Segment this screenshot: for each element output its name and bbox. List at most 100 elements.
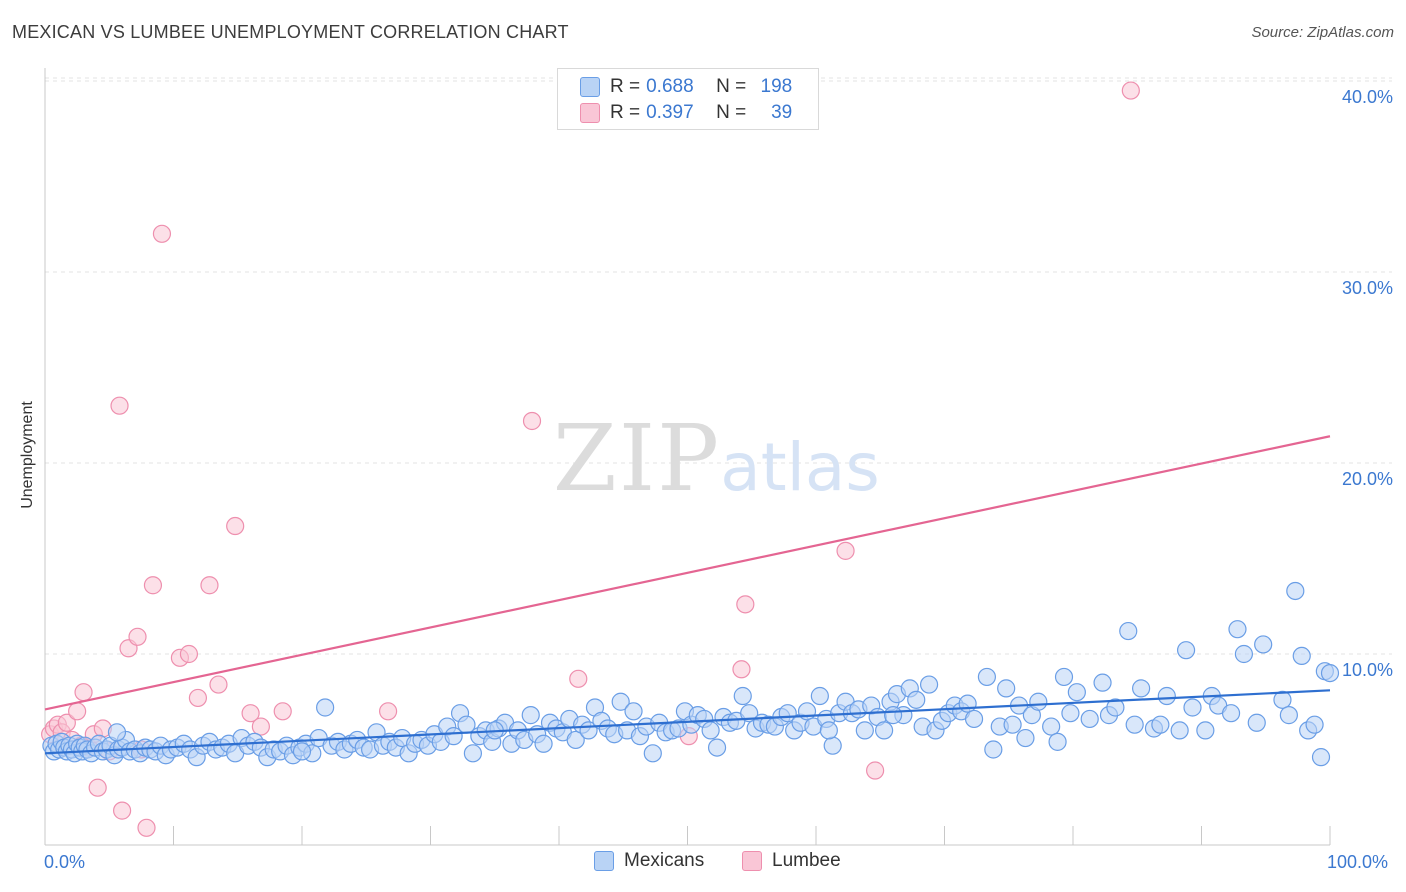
mexicans-point [292, 742, 312, 761]
mexicans-point [1048, 732, 1067, 751]
mexicans-point [1305, 715, 1324, 734]
mexicans-point [958, 694, 977, 713]
r-label: R = [610, 102, 641, 123]
legend-row-mexicans: R = 0.688 N = 198 [580, 75, 792, 99]
mexicans-point [1061, 704, 1080, 723]
lumbee-point [378, 702, 398, 721]
watermark-atlas: atlas [720, 429, 880, 506]
mexicans-point [107, 723, 127, 742]
mexicans-point [823, 736, 842, 755]
lumbee-point [57, 713, 76, 732]
mexicans-legend-label: Mexicans [624, 850, 705, 871]
mexicans-point [1273, 690, 1292, 709]
mexicans-r-value: 0.688 [646, 76, 694, 97]
lumbee-r-value: 0.397 [646, 102, 694, 123]
x-tick-min: 0.0% [44, 852, 86, 872]
mexicans-point [1157, 686, 1176, 706]
mexicans-point [1029, 692, 1048, 711]
mexicans-point [1106, 698, 1125, 717]
series-legend: Mexicans Lumbee [0, 850, 1406, 878]
mexicans-swatch [580, 77, 600, 97]
lumbee-point [836, 541, 855, 560]
lumbee-n-value: 39 [771, 102, 793, 123]
mexicans-point [1221, 704, 1241, 723]
mexicans-trend-line [44, 689, 1331, 755]
mexicans-point [740, 704, 759, 723]
mexicans-point [1292, 646, 1311, 666]
lumbee-point [112, 801, 132, 820]
mexicans-point [1042, 717, 1061, 736]
lumbee-point [128, 627, 147, 646]
mexicans-point [1183, 698, 1202, 717]
mexicans-point [1196, 721, 1215, 740]
lumbee-point [273, 702, 292, 721]
lumbee-point [68, 702, 87, 721]
mexicans-legend-swatch [594, 851, 614, 871]
mexicans-point [977, 667, 997, 687]
mexicans-point [733, 686, 752, 706]
mexicans-point [907, 690, 926, 709]
chart-title: MEXICAN VS LUMBEE UNEMPLOYMENT CORRELATI… [12, 22, 569, 42]
mexicans-point [643, 744, 662, 763]
mexicans-point [919, 675, 939, 694]
mexicans-point [1067, 683, 1086, 702]
watermark: ZIP atlas [553, 405, 880, 512]
y-tick-label: 30.0% [1341, 278, 1393, 298]
legend-item-lumbee[interactable]: Lumbee [742, 850, 841, 872]
mexicans-point [534, 734, 553, 753]
lumbee-point [866, 761, 885, 780]
mexicans-point [1151, 715, 1170, 734]
lumbee-point [188, 688, 208, 708]
n-label: N = [716, 102, 747, 123]
mexicans-point [855, 721, 874, 740]
lumbee-point [200, 576, 219, 595]
y-tick-label: 20.0% [1341, 469, 1393, 489]
lumbee-trend-line [44, 435, 1331, 711]
mexicans-point [1176, 641, 1196, 660]
correlation-legend: R = 0.688 N = 198 R = 0.397 N = 39 [557, 68, 819, 130]
mexicans-point [707, 738, 727, 757]
mexicans-point [611, 692, 630, 711]
mexicans-point [1125, 715, 1144, 734]
lumbee-point [226, 516, 245, 536]
lumbee-point [74, 683, 93, 702]
mexicans-point [1320, 663, 1340, 683]
lumbee-point [152, 224, 172, 243]
mexicans-point [1132, 679, 1151, 698]
mexicans-point [316, 698, 335, 717]
mexicans-point [1093, 673, 1112, 692]
mexicans-point [1234, 644, 1254, 664]
mexicans-point [1080, 709, 1099, 729]
lumbee-legend-label: Lumbee [772, 850, 841, 871]
mexicans-point [997, 679, 1016, 698]
lumbee-point [209, 675, 228, 694]
source-label: Source: ZipAtlas.com [1251, 24, 1394, 41]
legend-item-mexicans[interactable]: Mexicans [594, 850, 704, 872]
lumbee-point [110, 396, 129, 415]
mexicans-point [1286, 581, 1305, 601]
lumbee-point [736, 595, 755, 614]
mexicans-point [566, 730, 585, 750]
y-tick-label: 40.0% [1341, 87, 1393, 107]
mexicans-point [984, 740, 1003, 759]
r-label: R = [610, 76, 641, 97]
mexicans-point [964, 709, 984, 729]
x-tick-max: 100.0% [1327, 852, 1389, 872]
lumbee-point [251, 717, 270, 736]
mexicans-point [463, 744, 483, 763]
watermark-zip: ZIP [553, 405, 721, 512]
mexicans-point [1170, 721, 1189, 740]
mexicans-point [1119, 621, 1138, 641]
legend-row-lumbee: R = 0.397 N = 39 [580, 101, 792, 125]
lumbee-point [137, 818, 156, 837]
mexicans-point [444, 727, 463, 746]
mexicans-point [875, 721, 894, 740]
mexicans-point [1003, 715, 1022, 734]
mexicans-point [883, 706, 903, 725]
axes [44, 68, 1331, 846]
grid-lines [45, 77, 1392, 655]
lumbee-swatch [580, 103, 600, 123]
lumbee-point [732, 660, 751, 679]
mexicans-points [42, 581, 1340, 767]
